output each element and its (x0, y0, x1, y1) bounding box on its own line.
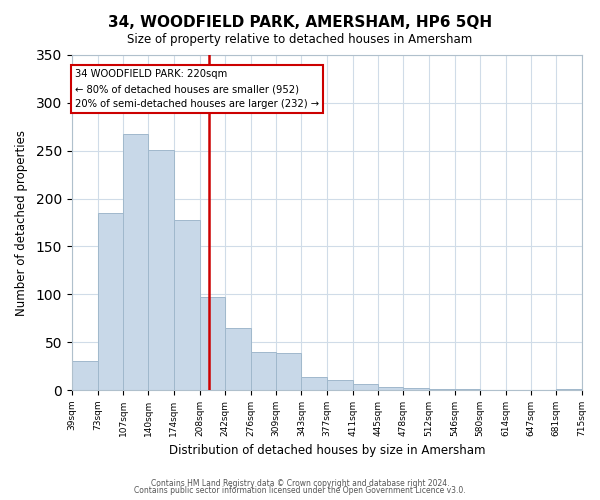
Bar (275, 352, 301, 390)
Text: Contains public sector information licensed under the Open Government Licence v3: Contains public sector information licen… (134, 486, 466, 495)
Bar (556, 389, 582, 390)
Bar (98, 213, 124, 390)
Text: 34, WOODFIELD PARK, AMERSHAM, HP6 5QH: 34, WOODFIELD PARK, AMERSHAM, HP6 5QH (108, 15, 492, 30)
Bar (403, 388, 429, 390)
Bar (301, 376, 327, 390)
Bar (327, 380, 353, 390)
Bar (379, 387, 403, 390)
Bar (124, 134, 148, 390)
Bar (174, 220, 199, 390)
Text: Size of property relative to detached houses in Amersham: Size of property relative to detached ho… (127, 32, 473, 46)
Bar (353, 384, 379, 390)
Bar (148, 150, 174, 390)
Bar (429, 389, 455, 390)
Y-axis label: Number of detached properties: Number of detached properties (14, 130, 28, 316)
X-axis label: Distribution of detached houses by size in Amersham: Distribution of detached houses by size … (169, 444, 485, 458)
Bar (199, 297, 225, 390)
Bar (72, 362, 98, 390)
Text: Contains HM Land Registry data © Crown copyright and database right 2024.: Contains HM Land Registry data © Crown c… (151, 478, 449, 488)
Bar (251, 352, 275, 390)
Bar (225, 328, 251, 390)
Text: 34 WOODFIELD PARK: 220sqm
← 80% of detached houses are smaller (952)
20% of semi: 34 WOODFIELD PARK: 220sqm ← 80% of detac… (75, 70, 319, 109)
Bar (455, 389, 480, 390)
